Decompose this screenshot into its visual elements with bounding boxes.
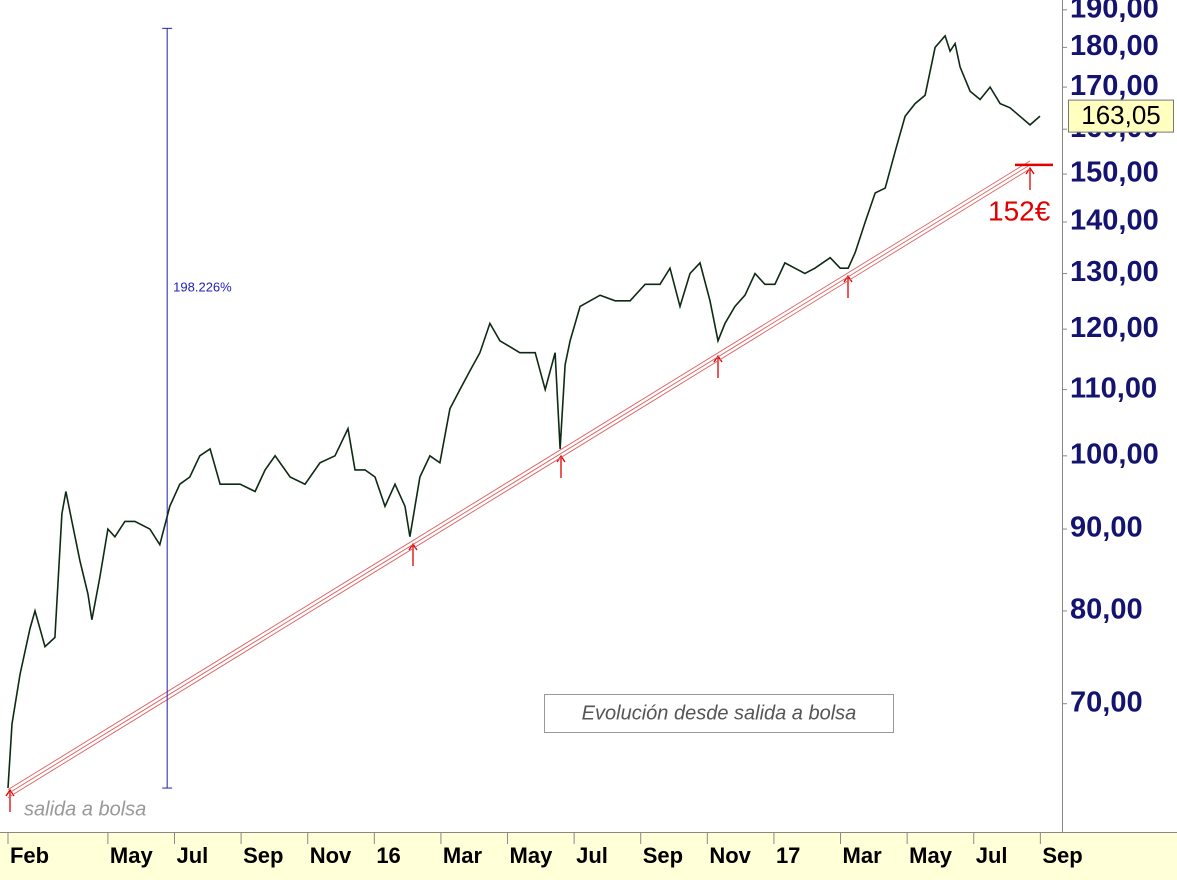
x-tick-label: Sep: [1042, 843, 1082, 868]
x-tick-label: Nov: [709, 843, 751, 868]
y-tick-label: 140,00: [1070, 205, 1159, 237]
x-tick-label: Jul: [976, 843, 1008, 868]
arrow: [713, 354, 723, 378]
y-tick-label: 100,00: [1070, 439, 1159, 471]
measure-label: 198.226%: [173, 280, 232, 295]
trendline: [7, 168, 1031, 799]
price-line: [7, 34, 1041, 789]
y-tick-label: 170,00: [1070, 70, 1159, 102]
x-tick-label: Sep: [643, 843, 683, 868]
trendline: [7, 164, 1031, 795]
y-tick-label: 70,00: [1070, 686, 1143, 718]
y-tick-label: 120,00: [1070, 312, 1159, 344]
annotation-text: Evolución desde salida a bolsa: [582, 702, 857, 724]
target-label: 152€: [988, 195, 1051, 226]
arrow: [1025, 166, 1035, 190]
arrow: [5, 788, 15, 812]
arrows: [5, 166, 1035, 812]
x-tick-label: Feb: [10, 843, 49, 868]
x-tick-label: Jul: [177, 843, 209, 868]
trendline: [7, 160, 1031, 791]
x-tick-label: 16: [376, 843, 400, 868]
x-tick-label: Jul: [576, 843, 608, 868]
y-tick-label: 150,00: [1070, 157, 1159, 189]
x-tick-label: Mar: [843, 843, 883, 868]
x-tick-label: Mar: [443, 843, 483, 868]
start-label: salida a bolsa: [24, 798, 146, 820]
arrow: [556, 454, 566, 478]
x-tick-label: Sep: [243, 843, 283, 868]
last-price-label: 163,05: [1081, 100, 1161, 130]
last-price-box: [1068, 99, 1174, 133]
x-tick-label: May: [909, 843, 953, 868]
x-tick-label: Nov: [310, 843, 352, 868]
x-tick-label: May: [110, 843, 154, 868]
x-tick-label: May: [510, 843, 554, 868]
annotation-box: [544, 694, 894, 733]
y-tick-label: 190,00: [1070, 0, 1159, 24]
arrow: [843, 274, 853, 298]
y-tick-label: 90,00: [1070, 512, 1143, 544]
y-tick-label: 130,00: [1070, 256, 1159, 288]
y-tick-label: 180,00: [1070, 30, 1159, 62]
x-axis-band: [0, 833, 1177, 880]
y-tick-label: 80,00: [1070, 594, 1143, 626]
y-tick-label: 110,00: [1070, 372, 1157, 404]
x-tick-label: 17: [776, 843, 800, 868]
